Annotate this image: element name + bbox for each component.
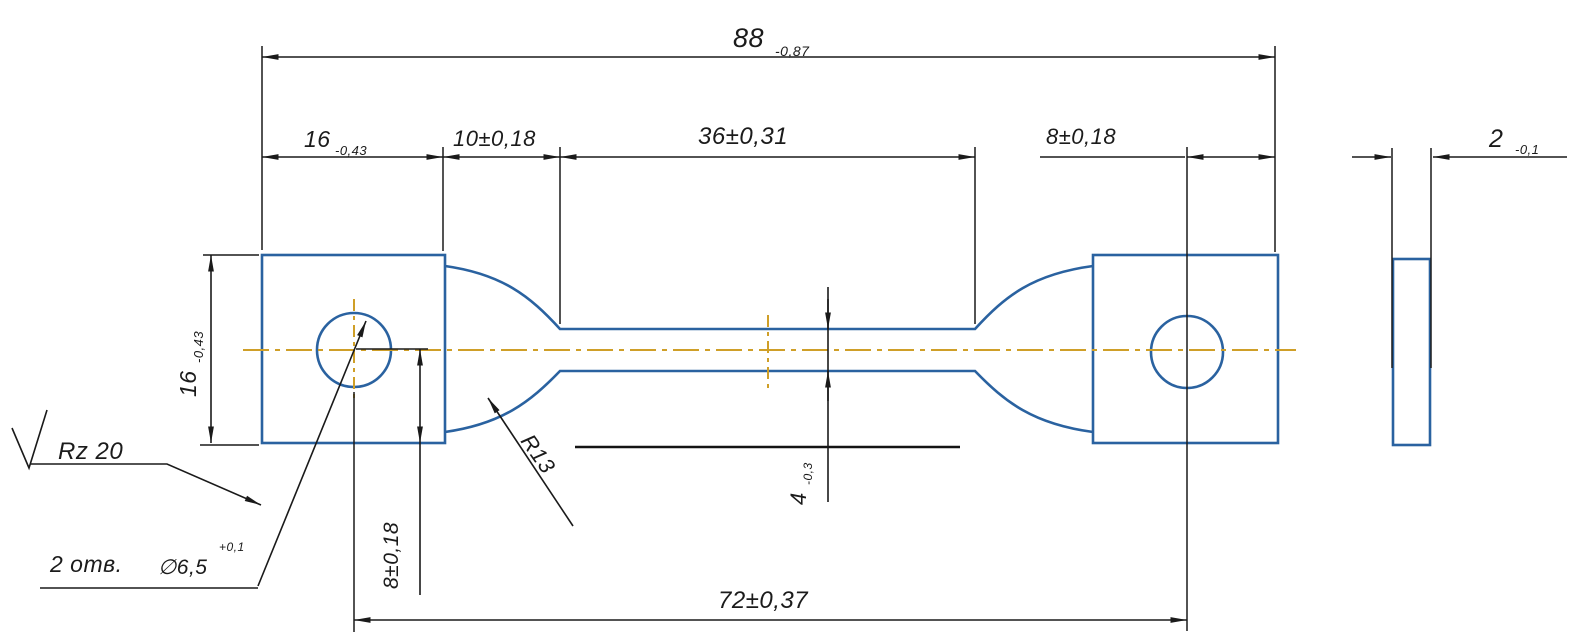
holes-callout-count: 2 отв. [49, 551, 123, 577]
dim-hole-offset-group: 8±0,18 [380, 522, 403, 589]
dim-grip-width-group: 16 -0,43 [175, 331, 206, 397]
neck-bottom-edge [444, 369, 1094, 434]
neck-top-edge [444, 264, 1094, 331]
dim-grip-width-tolerance: -0,43 [191, 331, 206, 363]
dim-grip-width-value: 16 [175, 370, 201, 397]
dim-neck-width-value: 4 [786, 492, 811, 505]
dim-thickness-tolerance: -0,1 [1515, 142, 1539, 157]
dim-thickness-value: 2 [1488, 125, 1503, 153]
fillet-radius-leader [487, 397, 574, 527]
dim-hole-to-end-value: 8±0,18 [1046, 124, 1116, 149]
dim-neck-width-group: 4 -0,3 [786, 462, 815, 505]
dim-overall-length-tolerance: -0,87 [775, 43, 810, 59]
dim-gauge-length-value: 36±0,31 [698, 123, 788, 150]
surface-finish-label: Rz 20 [58, 438, 123, 465]
surface-finish-leader [30, 463, 262, 506]
dim-fillet-radius-value: R13 [516, 430, 561, 479]
dim-hole-offset-value: 8±0,18 [380, 522, 403, 589]
surface-finish-check-icon [11, 409, 48, 471]
holes-callout-tolerance: +0,1 [219, 540, 245, 554]
side-view-outline [1391, 257, 1432, 447]
leader-lines [11, 320, 574, 589]
dim-fillet-radius-group: R13 [516, 430, 561, 479]
dim-shoulder-value: 10±0,18 [453, 126, 536, 151]
dim-overall-length-value: 88 [733, 23, 764, 53]
dim-hole-span-value: 72±0,37 [718, 587, 809, 614]
dim-grip-length-value: 16 [304, 126, 331, 152]
holes-callout-leader [257, 320, 367, 587]
dim-neck-width-tolerance: -0,3 [801, 462, 815, 485]
holes-callout-diameter: ∅6,5 [158, 556, 208, 579]
dim-grip-length-tolerance: -0,43 [335, 143, 367, 158]
centerlines [243, 299, 1296, 401]
dimension-lines [208, 54, 1567, 623]
extension-lines [200, 46, 1432, 632]
dimension-texts: 88 -0,87 16 -0,43 10±0,18 36±0,31 8±0,18… [49, 23, 1539, 614]
